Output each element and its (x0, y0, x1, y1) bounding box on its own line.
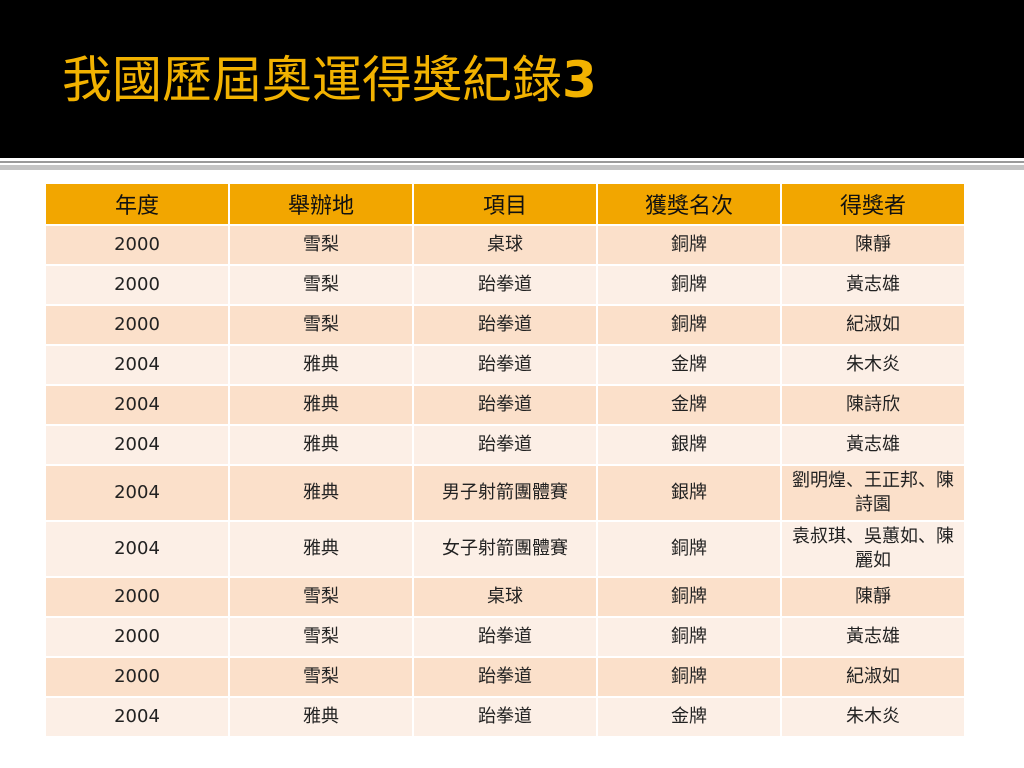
cell-host-city: 雪梨 (228, 656, 414, 698)
cell-athlete: 陳詩欣 (780, 384, 966, 426)
table-row: 2000 雪梨 桌球 銅牌 陳靜 (44, 576, 966, 618)
cell-host-city: 雅典 (228, 424, 414, 466)
cell-event: 女子射箭團體賽 (412, 520, 598, 578)
cell-event: 跆拳道 (412, 304, 598, 346)
cell-year: 2004 (44, 464, 230, 522)
header-athlete: 得獎者 (780, 182, 966, 226)
olympic-records-table: 年度 舉辦地 項目 獲獎名次 得獎者 2000 雪梨 桌球 銅牌 陳靜 2000… (44, 182, 966, 738)
cell-medal: 銀牌 (596, 464, 782, 522)
cell-medal: 銅牌 (596, 520, 782, 578)
cell-medal: 金牌 (596, 344, 782, 386)
cell-medal: 銅牌 (596, 576, 782, 618)
cell-year: 2000 (44, 224, 230, 266)
table-row: 2000 雪梨 跆拳道 銅牌 黃志雄 (44, 264, 966, 306)
cell-athlete: 黃志雄 (780, 424, 966, 466)
cell-athlete: 黃志雄 (780, 264, 966, 306)
cell-event: 跆拳道 (412, 384, 598, 426)
cell-event: 男子射箭團體賽 (412, 464, 598, 522)
cell-medal: 銅牌 (596, 616, 782, 658)
header-medal: 獲獎名次 (596, 182, 782, 226)
slide-title-number: 3 (562, 51, 597, 109)
cell-year: 2004 (44, 424, 230, 466)
cell-host-city: 雪梨 (228, 264, 414, 306)
cell-host-city: 雪梨 (228, 224, 414, 266)
cell-athlete: 朱木炎 (780, 696, 966, 738)
header-event: 項目 (412, 182, 598, 226)
cell-medal: 銅牌 (596, 656, 782, 698)
table-header-row: 年度 舉辦地 項目 獲獎名次 得獎者 (44, 182, 966, 226)
cell-host-city: 雪梨 (228, 304, 414, 346)
cell-host-city: 雅典 (228, 384, 414, 426)
cell-year: 2000 (44, 264, 230, 306)
cell-event: 跆拳道 (412, 656, 598, 698)
header-host-city: 舉辦地 (228, 182, 414, 226)
table-row: 2004 雅典 男子射箭團體賽 銀牌 劉明煌、王正邦、陳詩園 (44, 464, 966, 522)
cell-event: 桌球 (412, 576, 598, 618)
cell-event: 跆拳道 (412, 696, 598, 738)
cell-athlete: 朱木炎 (780, 344, 966, 386)
table-row: 2000 雪梨 跆拳道 銅牌 紀淑如 (44, 656, 966, 698)
cell-event: 跆拳道 (412, 344, 598, 386)
cell-event: 跆拳道 (412, 264, 598, 306)
table-row: 2004 雅典 跆拳道 金牌 朱木炎 (44, 344, 966, 386)
table-row: 2004 雅典 跆拳道 銀牌 黃志雄 (44, 424, 966, 466)
cell-athlete: 紀淑如 (780, 656, 966, 698)
cell-year: 2000 (44, 656, 230, 698)
cell-year: 2004 (44, 384, 230, 426)
cell-host-city: 雅典 (228, 344, 414, 386)
cell-medal: 銀牌 (596, 424, 782, 466)
cell-year: 2004 (44, 520, 230, 578)
table-row: 2004 雅典 女子射箭團體賽 銅牌 袁叔琪、吳蕙如、陳麗如 (44, 520, 966, 578)
slide-title-text: 我國歷屆奧運得獎紀錄 (62, 51, 562, 109)
table-row: 2004 雅典 跆拳道 金牌 朱木炎 (44, 696, 966, 738)
cell-event: 跆拳道 (412, 616, 598, 658)
cell-year: 2000 (44, 616, 230, 658)
table-row: 2004 雅典 跆拳道 金牌 陳詩欣 (44, 384, 966, 426)
cell-athlete: 陳靜 (780, 576, 966, 618)
cell-host-city: 雪梨 (228, 576, 414, 618)
cell-host-city: 雅典 (228, 464, 414, 522)
divider-line-thin (0, 161, 1024, 163)
table-row: 2000 雪梨 桌球 銅牌 陳靜 (44, 224, 966, 266)
cell-event: 跆拳道 (412, 424, 598, 466)
slide-header: 我國歷屆奧運得獎紀錄3 (0, 0, 1024, 158)
slide-title: 我國歷屆奧運得獎紀錄3 (62, 50, 597, 110)
cell-year: 2000 (44, 576, 230, 618)
cell-host-city: 雪梨 (228, 616, 414, 658)
cell-year: 2000 (44, 304, 230, 346)
cell-athlete: 袁叔琪、吳蕙如、陳麗如 (780, 520, 966, 578)
cell-year: 2004 (44, 696, 230, 738)
cell-year: 2004 (44, 344, 230, 386)
cell-medal: 銅牌 (596, 264, 782, 306)
header-year: 年度 (44, 182, 230, 226)
cell-medal: 銅牌 (596, 224, 782, 266)
cell-host-city: 雅典 (228, 520, 414, 578)
cell-athlete: 劉明煌、王正邦、陳詩園 (780, 464, 966, 522)
cell-athlete: 陳靜 (780, 224, 966, 266)
cell-host-city: 雅典 (228, 696, 414, 738)
cell-medal: 金牌 (596, 384, 782, 426)
cell-medal: 銅牌 (596, 304, 782, 346)
cell-athlete: 紀淑如 (780, 304, 966, 346)
cell-medal: 金牌 (596, 696, 782, 738)
cell-athlete: 黃志雄 (780, 616, 966, 658)
cell-event: 桌球 (412, 224, 598, 266)
divider-line-thick (0, 165, 1024, 170)
table-row: 2000 雪梨 跆拳道 銅牌 黃志雄 (44, 616, 966, 658)
table-row: 2000 雪梨 跆拳道 銅牌 紀淑如 (44, 304, 966, 346)
